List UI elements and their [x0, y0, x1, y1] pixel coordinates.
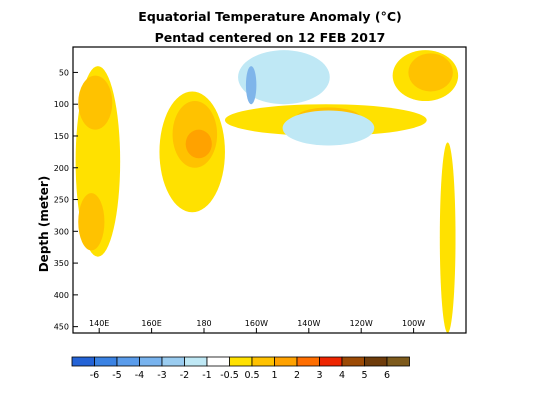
x-tick-label: 140W — [297, 319, 320, 328]
colorbar-swatch — [161, 356, 185, 367]
colorbar-swatch — [229, 356, 253, 367]
colorbar-label: -2 — [180, 370, 189, 381]
anomaly-region — [439, 142, 456, 333]
colorbar-label: -5 — [112, 370, 121, 381]
y-axis: 50 100 150 200 250 300 350 400 450 — [54, 68, 78, 332]
anomaly-region — [238, 50, 330, 105]
colorbar-swatch — [296, 356, 320, 367]
colorbar-swatch — [341, 356, 365, 367]
colorbar-swatch — [116, 356, 140, 367]
y-tick-label: 300 — [54, 227, 69, 236]
x-tick-label: 160W — [245, 319, 268, 328]
x-tick-label: 160E — [141, 319, 161, 328]
colorbar-label: -6 — [90, 370, 99, 381]
x-tick-label: 120W — [350, 319, 373, 328]
chart-title: Equatorial Temperature Anomaly (°C) — [138, 9, 401, 24]
y-tick-label: 150 — [54, 132, 69, 141]
colorbar-swatch — [94, 356, 118, 367]
colorbar-label: 1 — [271, 370, 277, 381]
y-tick-label: 200 — [54, 164, 69, 173]
y-tick-label: 50 — [59, 68, 69, 77]
colorbar-swatch — [184, 356, 208, 367]
y-tick-label: 400 — [54, 291, 69, 300]
colorbar-swatch — [319, 356, 343, 367]
y-tick-label: 250 — [54, 196, 69, 205]
colorbar-swatch — [71, 356, 95, 367]
colorbar-swatch — [251, 356, 275, 367]
x-axis: 140E 160E 180 160W 140W 120W 100W — [89, 319, 425, 333]
colorbar-label: -0.5 — [220, 370, 239, 381]
colorbar-label: -4 — [135, 370, 144, 381]
colorbar-label: 6 — [384, 370, 390, 381]
colorbar-label: -3 — [157, 370, 166, 381]
colorbar-label: 0.5 — [244, 370, 259, 381]
colorbar-swatch — [139, 356, 163, 367]
colorbar-label: 3 — [316, 370, 322, 381]
colorbar-swatch — [386, 356, 410, 367]
chart-subtitle: Pentad centered on 12 FEB 2017 — [155, 30, 386, 45]
colorbar-label: 5 — [361, 370, 367, 381]
colorbar-swatch — [364, 356, 388, 367]
y-axis-label: Depth (meter) — [37, 176, 51, 273]
anomaly-region — [185, 129, 212, 159]
colorbar-swatch — [206, 356, 230, 367]
colorbar-swatch — [274, 356, 298, 367]
anomaly-region — [282, 110, 375, 146]
colorbar-label: -1 — [202, 370, 211, 381]
y-tick-label: 350 — [54, 259, 69, 268]
colorbar: -6 -5 -4 -3 -2 -1 -0.5 0.5 1 2 3 4 5 6 — [71, 356, 410, 381]
plot-frame — [72, 46, 467, 334]
anomaly-region — [245, 66, 257, 105]
x-tick-label: 100W — [402, 319, 425, 328]
x-tick-label: 180 — [196, 319, 211, 328]
anomaly-region — [78, 193, 105, 251]
colorbar-label: 4 — [339, 370, 345, 381]
y-tick-label: 450 — [54, 323, 69, 332]
y-tick-label: 100 — [54, 100, 69, 109]
colorbar-label: 2 — [294, 370, 300, 381]
anomaly-region — [408, 53, 453, 92]
x-tick-label: 140E — [89, 319, 109, 328]
anomaly-fill-layer — [75, 50, 459, 333]
anomaly-region — [78, 75, 113, 130]
